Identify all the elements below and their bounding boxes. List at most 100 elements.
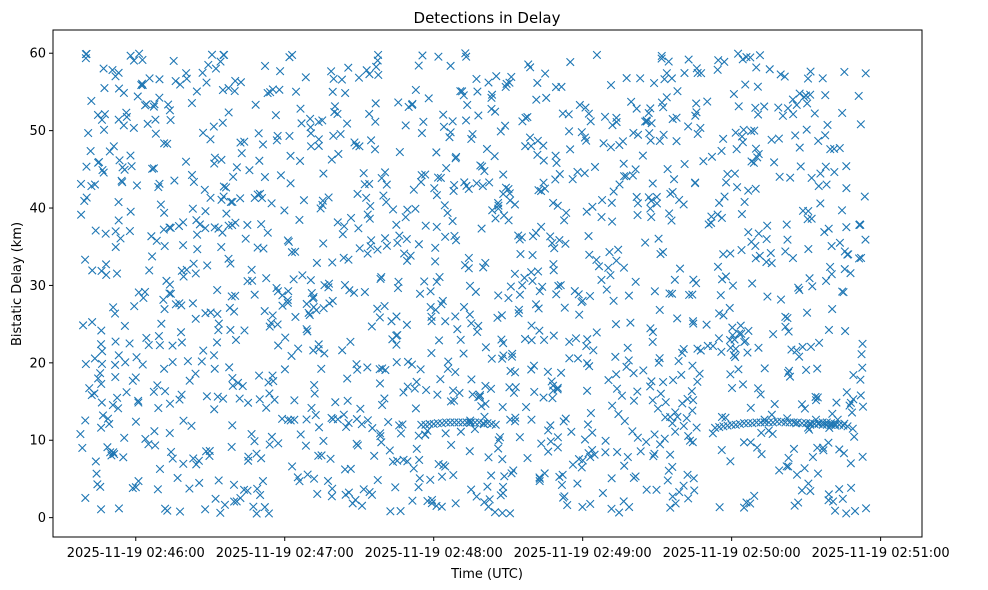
data-point [105,147,114,156]
data-point [597,195,607,205]
data-point [646,136,655,145]
data-point [110,360,120,370]
data-point [101,260,111,269]
data-point [518,281,527,290]
data-point [187,421,196,431]
data-point [611,319,621,329]
data-point [199,346,208,355]
data-point [645,128,654,138]
data-point [649,451,658,461]
data-point [348,499,357,508]
data-point [155,464,165,474]
data-point [381,365,390,375]
data-point [140,287,150,297]
data-point [604,375,613,385]
data-point [749,158,759,168]
data-point [842,183,851,193]
data-point [628,171,638,180]
data-point [411,85,421,95]
data-point [284,286,293,296]
data-point [720,57,729,67]
data-point [327,155,336,164]
data-point [842,222,851,232]
data-point [437,472,447,481]
data-point [252,484,262,493]
data-point [155,341,165,350]
data-point [456,335,465,344]
data-point [76,210,86,219]
data-point [247,265,256,274]
data-point [555,169,564,179]
data-point [458,418,467,427]
data-point [175,299,184,308]
data-point [528,276,537,286]
data-point [84,128,93,138]
data-point [380,234,390,243]
data-point [266,318,276,328]
data-point [689,319,698,328]
data-point [487,354,496,363]
data-point [394,98,403,107]
data-point [808,282,817,291]
data-point [160,304,169,314]
data-point [211,494,220,503]
data-point [486,384,496,393]
data-point [725,335,735,345]
data-point [115,156,124,165]
data-point [580,435,590,444]
data-point [451,367,460,377]
data-point [209,351,219,360]
data-point [624,291,634,300]
data-point [231,335,241,345]
data-point [561,208,571,218]
data-point [846,398,856,408]
data-point [81,493,90,503]
data-point [584,109,594,118]
data-point [181,157,191,166]
data-point [276,171,286,180]
data-point [179,459,188,468]
data-point [807,173,816,183]
data-point [846,483,856,493]
data-point [622,73,631,83]
data-point [441,418,451,427]
data-point [111,372,120,382]
data-point [653,404,663,413]
data-point [243,486,252,495]
data-point [644,108,653,118]
data-point [446,61,455,71]
data-point [746,438,755,447]
data-point [680,159,689,169]
data-point [99,64,108,73]
data-point [354,224,363,233]
data-point [114,68,123,78]
data-point [675,487,684,497]
data-point [297,119,306,128]
data-point [475,390,485,400]
data-point [504,216,513,225]
data-point [633,433,643,442]
data-point [201,223,210,233]
data-point [781,418,790,427]
data-point [679,481,688,490]
data-point [823,120,832,130]
data-point [858,339,867,348]
data-point [525,133,535,142]
data-point [94,157,104,167]
data-point [132,353,141,362]
data-point [768,429,777,439]
data-point [114,504,124,513]
data-point [446,418,455,427]
data-point [629,128,638,138]
data-point [338,230,347,239]
data-point [255,189,265,199]
data-point [111,242,120,252]
data-point [487,93,496,103]
data-point [108,303,118,312]
data-point [224,254,233,263]
data-point [377,173,386,183]
data-point [243,220,252,230]
data-point [733,49,743,58]
data-point [737,132,747,141]
